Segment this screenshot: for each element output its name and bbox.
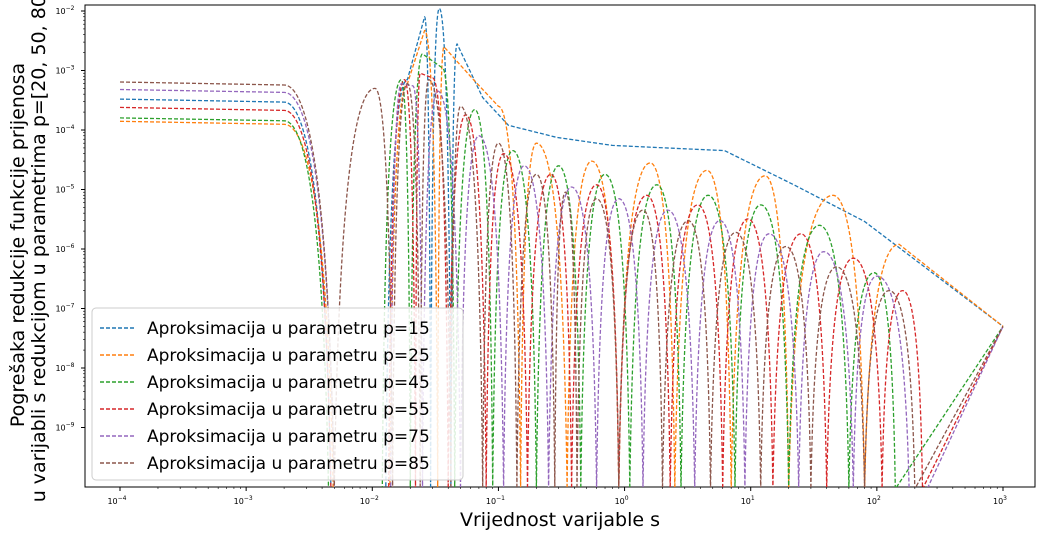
y-tick-exponent: −4 bbox=[66, 124, 75, 131]
x-tick-exponent: 0 bbox=[625, 495, 629, 502]
legend-label: Aproksimacija u parametru p=55 bbox=[147, 400, 430, 420]
y-tick-label: 10−7 bbox=[55, 303, 74, 314]
plot-frame bbox=[84, 4, 1036, 488]
x-tick-exponent: −3 bbox=[244, 495, 253, 502]
x-tick-label: 10−1 bbox=[486, 495, 505, 506]
x-tick-label: 10−3 bbox=[234, 495, 253, 506]
x-tick-exponent: −1 bbox=[496, 495, 505, 502]
legend: Aproksimacija u parametru p=15 Aproksimac… bbox=[91, 307, 464, 481]
x-ticks: 10−4 10−3 10−2 10−1 100 101 102 103 bbox=[107, 487, 1007, 506]
y-ticks: 10−9 10−8 10−7 10−6 10−5 10−4 10−3 10−2 bbox=[55, 5, 85, 433]
legend-items: Aproksimacija u parametru p=15 Aproksimac… bbox=[100, 319, 430, 474]
legend-label: Aproksimacija u parametru p=85 bbox=[147, 454, 430, 474]
y-tick-exponent: −8 bbox=[66, 362, 75, 369]
x-tick-label: 10−4 bbox=[107, 495, 126, 506]
y-tick-label: 10−9 bbox=[55, 422, 74, 433]
x-tick-label: 103 bbox=[993, 495, 1007, 506]
x-tick-exponent: 3 bbox=[1003, 495, 1007, 502]
y-tick-exponent: −7 bbox=[66, 303, 75, 310]
y-tick-label: 10−5 bbox=[55, 184, 74, 195]
y-tick-label: 10−6 bbox=[55, 243, 74, 254]
y-tick-exponent: −9 bbox=[66, 422, 75, 429]
y-tick-label: 10−4 bbox=[55, 124, 74, 135]
x-tick-exponent: −2 bbox=[370, 495, 379, 502]
x-axis-title: Vrijednost varijable s bbox=[460, 509, 660, 531]
series-line-2 bbox=[119, 29, 1004, 487]
x-tick-exponent: 1 bbox=[751, 495, 755, 502]
y-tick-exponent: −2 bbox=[66, 5, 75, 12]
series-line-6 bbox=[119, 79, 1004, 487]
y-axis-title-line-2: u varijabli s redukcijom u parametrima p… bbox=[28, 0, 50, 502]
x-tick-exponent: 2 bbox=[877, 495, 881, 502]
legend-box bbox=[91, 307, 464, 481]
legend-label: Aproksimacija u parametru p=75 bbox=[147, 427, 430, 447]
series-line-4 bbox=[119, 72, 1004, 487]
y-tick-label: 10−2 bbox=[55, 5, 74, 16]
y-tick-label: 10−3 bbox=[55, 65, 74, 76]
legend-label: Aproksimacija u parametru p=15 bbox=[147, 319, 430, 339]
x-tick-exponent: −4 bbox=[118, 495, 127, 502]
legend-label: Aproksimacija u parametru p=45 bbox=[147, 373, 430, 393]
x-tick-label: 100 bbox=[615, 495, 629, 506]
x-tick-label: 102 bbox=[867, 495, 881, 506]
y-tick-label: 10−8 bbox=[55, 362, 74, 373]
x-tick-label: 10−2 bbox=[360, 495, 379, 506]
y-tick-exponent: −3 bbox=[66, 65, 75, 72]
y-tick-exponent: −5 bbox=[66, 184, 75, 191]
series-line-5 bbox=[119, 83, 1004, 487]
legend-label: Aproksimacija u parametru p=25 bbox=[147, 346, 430, 366]
y-tick-exponent: −6 bbox=[66, 243, 75, 250]
y-axis-title-line-1: Pogrešaka redukcije funkcije prijenosa bbox=[7, 63, 29, 427]
x-tick-label: 101 bbox=[741, 495, 755, 506]
